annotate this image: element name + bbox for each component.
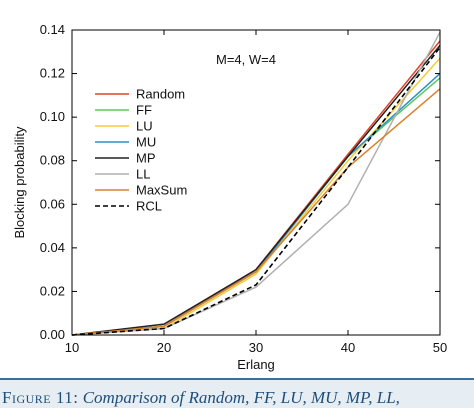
x-tick-label: 50 — [433, 340, 447, 355]
legend-label: MU — [136, 135, 156, 150]
series-line-rcl — [71, 46, 441, 336]
series-line-ll — [71, 31, 441, 336]
y-tick-label: 0.02 — [40, 283, 65, 298]
plot-frame — [71, 29, 441, 336]
legend-label: FF — [136, 103, 152, 118]
x-axis: 10 20 30 40 50 — [65, 30, 447, 355]
legend-label: LL — [136, 167, 150, 182]
legend-label: MaxSum — [136, 183, 187, 198]
x-tick-label: 30 — [249, 340, 263, 355]
x-tick-label: 20 — [157, 340, 171, 355]
caption-label: Figure 11: — [2, 388, 79, 407]
y-tick-label: 0.04 — [40, 240, 65, 255]
y-tick-label: 0.06 — [40, 196, 65, 211]
y-tick-label: 0.00 — [40, 327, 65, 342]
legend-label: MP — [136, 151, 156, 166]
series-line-lu — [71, 57, 441, 336]
series-line-maxsum — [71, 88, 441, 336]
caption-band: Figure 11: Comparison of Random, FF, LU,… — [0, 378, 474, 408]
y-tick-label: 0.10 — [40, 109, 65, 124]
y-tick-label: 0.14 — [40, 22, 65, 37]
x-axis-title: Erlang — [237, 357, 275, 372]
caption-text: Comparison of Random, FF, LU, MU, MP, LL… — [82, 388, 400, 407]
x-tick-label: 40 — [341, 340, 355, 355]
series-line-mp — [71, 44, 441, 336]
chart-annotation: M=4, W=4 — [216, 52, 276, 67]
legend-label: Random — [136, 87, 185, 102]
y-tick-label: 0.08 — [40, 153, 65, 168]
series-line-random — [71, 40, 441, 336]
figure-caption: Figure 11: Comparison of Random, FF, LU,… — [2, 388, 400, 408]
chart: 10 20 30 40 50 0.000.020.040.060.080.100.120… — [12, 22, 447, 372]
x-tick-label: 10 — [65, 340, 79, 355]
y-axis-title: Blocking probability — [12, 126, 27, 239]
series-group — [71, 31, 441, 336]
y-axis: 0.00 0.02 0.04 0.06 0.08 0.10 0.12 0.14 — [40, 22, 440, 342]
legend-label: RCL — [136, 199, 162, 214]
legend-label: LU — [136, 119, 153, 134]
y-tick-label: 0.12 — [40, 66, 65, 81]
